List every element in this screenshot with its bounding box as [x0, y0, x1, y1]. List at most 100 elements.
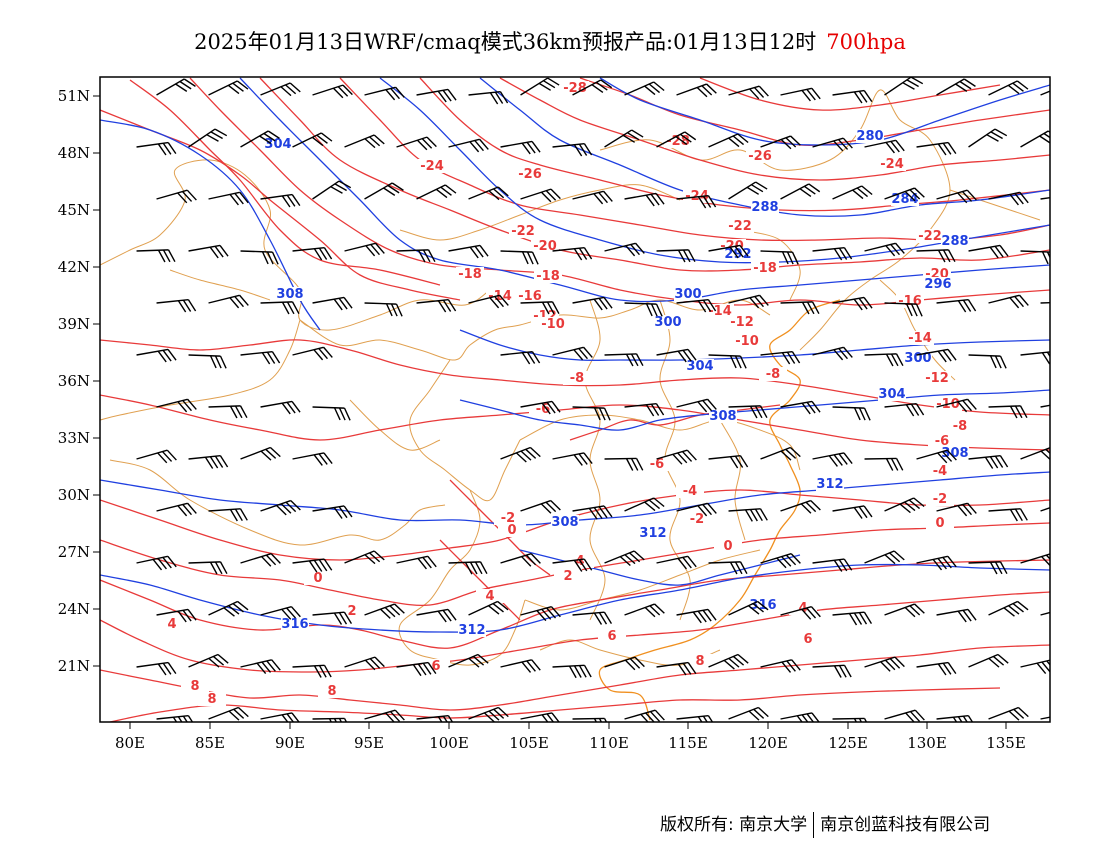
wind-barb-staff [136, 555, 168, 564]
wind-barb [988, 600, 1029, 617]
wind-barb-flag [1046, 660, 1050, 672]
height-label: 312 [458, 623, 485, 638]
wind-barb-flag [635, 353, 644, 367]
wind-barb-flag [444, 184, 457, 194]
wind-barb-flag [633, 550, 645, 561]
wind-barb-flag [801, 402, 811, 415]
wind-barb [468, 600, 509, 616]
boundary-line [409, 359, 521, 502]
wind-barb-flag [332, 87, 344, 99]
wind-barb [552, 558, 593, 572]
wind-barb-flag [573, 349, 584, 361]
temperature-label: -6 [935, 434, 949, 449]
boundary-line [100, 159, 491, 331]
wind-barb-flag [858, 90, 868, 103]
temperature-label-bg [683, 189, 711, 203]
wind-barb [208, 706, 249, 721]
height-label: 308 [709, 409, 736, 424]
wind-barb-flag [497, 707, 509, 718]
wind-barb-flag [858, 407, 866, 421]
wind-barb-flag [910, 77, 924, 85]
wind-barb-flag [412, 664, 422, 677]
wind-barb-flag [521, 556, 532, 567]
wind-barb-flag [625, 458, 634, 471]
wind-barb-staff [156, 714, 189, 720]
wind-barb-staff [812, 664, 845, 668]
temperature-label: -28 [666, 134, 690, 149]
wind-barb-flag [281, 714, 291, 722]
wind-barb [812, 558, 853, 572]
wind-barb-staff [292, 346, 324, 356]
wind-barb-flag [707, 398, 717, 410]
wind-barb [832, 505, 873, 519]
wind-barb-flag [889, 552, 901, 563]
wind-barb-flag [1039, 135, 1050, 144]
wind-barb-staff [364, 182, 393, 200]
wind-barb-flag [489, 297, 500, 309]
wind-barb-flag [629, 552, 641, 563]
temperature-label-bg [923, 371, 951, 385]
wind-barb-flag [754, 405, 763, 419]
temperature-label-bg [498, 523, 526, 537]
temperature-label-bg [926, 492, 954, 506]
temperature-label-bg [456, 267, 484, 281]
wind-barb-flag [885, 353, 894, 367]
wind-barb-flag [852, 189, 864, 200]
wind-barb-flag [342, 84, 353, 96]
wind-barb-flag [270, 553, 281, 564]
wind-barb-flag [746, 186, 760, 195]
wind-barb-flag [1067, 713, 1075, 726]
temperature-label-bg [726, 219, 754, 233]
y-tick-label: 39N [58, 315, 90, 333]
wind-barb-staff [864, 139, 896, 148]
wind-barb-staff [448, 653, 479, 668]
wind-barb [916, 661, 957, 676]
wind-barb [624, 81, 665, 96]
wind-barb-flag [541, 301, 550, 315]
wind-barb-flag [942, 142, 952, 155]
wind-barb-flag [383, 187, 396, 196]
wind-barb [416, 608, 457, 623]
wind-barb-flag [810, 500, 821, 511]
wind-barb-staff [312, 611, 345, 616]
wind-barb [292, 664, 332, 678]
temperature-label-bg [561, 81, 589, 95]
wind-barb [708, 354, 747, 369]
wind-barb-flag [228, 605, 240, 615]
wind-barb-staff [416, 184, 446, 200]
wind-barb-flag [338, 718, 347, 722]
wind-barb-flag [223, 607, 235, 617]
wind-barb-staff [676, 194, 709, 200]
wind-barb [416, 184, 457, 200]
wind-barb-staff [760, 350, 793, 356]
wind-barb-staff [988, 294, 1020, 304]
wind-barb [552, 664, 592, 679]
wind-barb-staff [468, 294, 500, 304]
temperature-label: -26 [518, 167, 542, 182]
wind-barb-staff [1020, 350, 1050, 356]
height-label: 284 [891, 192, 918, 207]
wind-barb-flag [177, 610, 187, 623]
wind-barb-staff [552, 246, 585, 252]
y-tick-label: 30N [58, 486, 90, 504]
wind-barb-flag [267, 130, 280, 139]
wind-barb-flag [603, 407, 611, 421]
wind-barb-staff [916, 141, 949, 148]
wind-barb-flag [848, 613, 858, 626]
wind-barb-flag [957, 401, 968, 413]
wind-barb-flag [890, 353, 899, 367]
wind-barb [936, 502, 977, 517]
wind-barb [676, 298, 717, 313]
wind-barb-flag [323, 346, 333, 358]
wind-barb-staff [864, 656, 896, 668]
height-label: 304 [264, 137, 291, 152]
wind-barb-flag [942, 349, 952, 362]
wind-barb-flag [214, 455, 224, 468]
height-label: 308 [276, 287, 303, 302]
wind-barb [676, 83, 717, 98]
wind-barb-flag [707, 195, 717, 208]
wind-barb-flag [791, 251, 799, 265]
wind-barb-staff [728, 600, 758, 616]
wind-barb [208, 405, 248, 419]
wind-barb-flag [187, 609, 197, 621]
